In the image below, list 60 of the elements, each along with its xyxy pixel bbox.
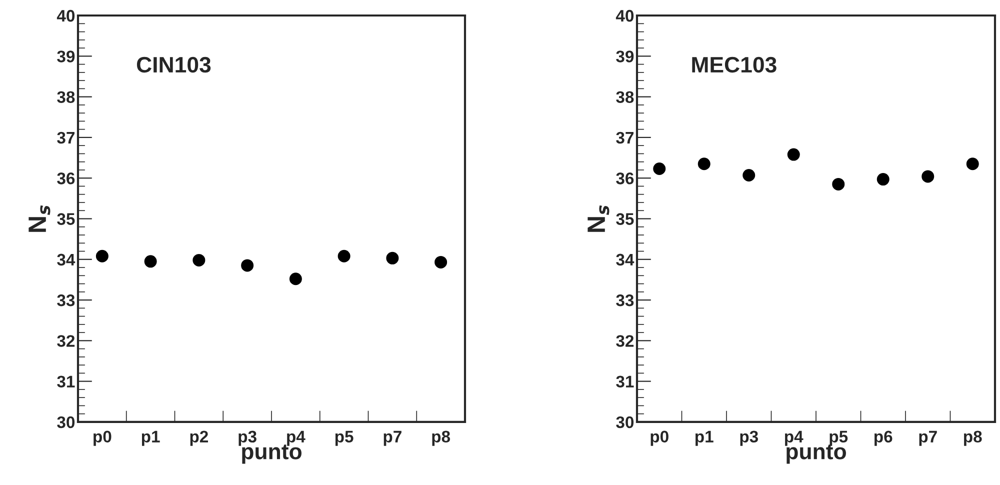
y-tick-label: 34 — [616, 254, 634, 266]
x-tick-label: p7 — [919, 430, 937, 446]
y-axis-title: N$_{s}$ — [588, 205, 610, 232]
y-tick-label: 36 — [616, 172, 634, 184]
y-tick-label: 31 — [616, 376, 634, 388]
point — [698, 158, 710, 170]
y-tick-label: 40 — [616, 10, 634, 22]
y-axis-title: N$_{s}$ — [28, 205, 50, 232]
x-tick-label: p1 — [142, 430, 160, 446]
y-tick-label: 32 — [57, 335, 75, 347]
x-tick-label: p5 — [830, 430, 848, 446]
x-axis-title: punto — [786, 444, 846, 464]
point — [742, 168, 756, 182]
point — [144, 255, 157, 268]
y-tick-label: 33 — [616, 294, 634, 306]
y-tick-label: 35 — [57, 213, 75, 225]
y-tick-label: 33 — [57, 294, 75, 306]
y-tick-label: 35 — [616, 213, 634, 225]
point — [289, 272, 302, 286]
x-tick-label: p1 — [696, 430, 714, 446]
point — [922, 170, 934, 183]
point — [192, 254, 206, 266]
point — [787, 148, 800, 161]
x-axis-title: punto — [242, 444, 302, 464]
x-tick-label: p5 — [335, 430, 354, 446]
y-tick-label: 38 — [616, 91, 634, 104]
y-tick-label: 39 — [57, 50, 75, 62]
x-tick-label: p6 — [874, 430, 892, 446]
y-tick-label: 32 — [616, 335, 634, 347]
y-tick-label: 39 — [616, 50, 634, 62]
y-tick-label: 31 — [57, 376, 75, 388]
y-tick-label: 40 — [56, 10, 75, 22]
point — [966, 158, 979, 170]
point — [653, 162, 666, 175]
point — [434, 256, 448, 268]
point — [876, 173, 890, 186]
y-tick-label: 30 — [616, 416, 634, 428]
x-tick-label: p3 — [740, 430, 758, 446]
point — [241, 259, 254, 272]
x-tick-label: p3 — [238, 430, 256, 446]
point — [338, 250, 350, 262]
x-tick-label: p0 — [650, 430, 668, 446]
x-tick-label: p8 — [964, 430, 982, 446]
point — [832, 178, 845, 190]
y-tick-label: 30 — [57, 416, 75, 428]
x-tick-label: p2 — [190, 430, 208, 446]
x-tick-label: p4 — [785, 430, 804, 446]
x-tick-label: p4 — [287, 430, 306, 446]
x-tick-label: p8 — [432, 430, 450, 446]
point — [96, 250, 108, 262]
point — [386, 252, 399, 264]
y-tick-label: 34 — [57, 254, 76, 266]
y-tick-label: 37 — [616, 132, 634, 144]
y-tick-label: 36 — [57, 172, 75, 184]
y-tick-label: 38 — [57, 91, 75, 104]
x-tick-label: p7 — [384, 430, 402, 446]
y-tick-label: 37 — [57, 132, 74, 144]
text: CIN103 — [136, 56, 211, 73]
text: MEC103 — [692, 56, 776, 73]
x-tick-label: p0 — [94, 430, 112, 446]
